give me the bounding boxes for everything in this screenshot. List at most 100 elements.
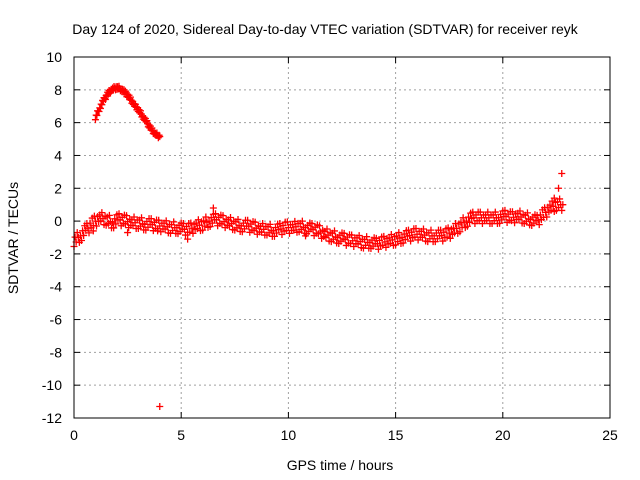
data-point [156, 133, 164, 141]
data-point [189, 229, 197, 237]
y-tick-label: 2 [54, 180, 62, 196]
data-point [126, 93, 134, 101]
data-point [443, 233, 451, 241]
data-point [199, 226, 207, 234]
data-point [330, 227, 338, 235]
data-point [136, 107, 144, 115]
data-point [138, 214, 146, 222]
data-point [115, 210, 123, 218]
y-tick-label: 0 [54, 213, 62, 229]
data-point [219, 212, 227, 220]
data-point [98, 101, 106, 109]
chart-title: Day 124 of 2020, Sidereal Day-to-day VTE… [72, 21, 578, 37]
data-point [550, 194, 558, 202]
data-point [105, 211, 113, 219]
data-point [543, 213, 551, 221]
data-point [123, 212, 131, 220]
data-point [96, 104, 104, 112]
data-point [101, 95, 109, 103]
data-point [234, 215, 242, 223]
data-point [266, 220, 274, 228]
data-point [80, 231, 88, 239]
data-point [89, 227, 97, 235]
y-tick-label: -2 [50, 246, 63, 262]
data-point [298, 217, 306, 225]
data-point [227, 214, 235, 222]
data-point [395, 229, 403, 237]
data-point [73, 229, 81, 237]
data-point [98, 209, 106, 217]
y-tick-label: 10 [46, 49, 62, 65]
y-tick-label: -6 [50, 312, 63, 328]
plot-frame [73, 56, 611, 419]
x-tick-label: 20 [495, 427, 511, 443]
data-point [244, 216, 252, 224]
data-point [302, 232, 310, 240]
data-point [251, 218, 259, 226]
data-point [155, 131, 163, 139]
data-point [535, 221, 543, 229]
x-tick-label: 0 [70, 427, 78, 443]
y-tick-label: 4 [54, 147, 62, 163]
y-tick-label: 8 [54, 82, 62, 98]
data-point [340, 229, 348, 237]
data-point [546, 201, 554, 209]
data-points [70, 82, 567, 411]
data-point [202, 213, 210, 221]
data-point [453, 224, 461, 232]
data-point [91, 116, 99, 124]
data-point [143, 117, 151, 125]
data-point [466, 218, 474, 226]
data-point [456, 228, 464, 236]
x-tick-label: 5 [177, 427, 185, 443]
data-point [170, 218, 178, 226]
data-point [516, 207, 524, 215]
data-point [363, 233, 371, 241]
data-point [556, 195, 564, 203]
data-point [464, 213, 472, 221]
grid [74, 57, 610, 418]
y-axis-label: SDTVAR / TECUs [5, 182, 21, 294]
x-tick-label: 25 [602, 427, 618, 443]
y-tick-label: 6 [54, 115, 62, 131]
data-point [85, 229, 93, 237]
x-tick-label: 15 [388, 427, 404, 443]
data-point [111, 215, 119, 223]
axis-ticks: 0 5 10 15 20 25 -12 -10 -8 -6 -4 -2 0 2 4 6 8 10 [42, 49, 618, 443]
y-tick-label: -8 [50, 344, 63, 360]
data-point [78, 237, 86, 245]
data-point [109, 219, 117, 227]
y-tick-label: -10 [42, 377, 62, 393]
data-point [559, 201, 567, 209]
data-point [95, 107, 103, 115]
data-point [558, 170, 566, 178]
data-point [209, 204, 217, 212]
data-point [147, 215, 155, 223]
data-point [124, 229, 132, 237]
data-point [186, 228, 194, 236]
data-point [491, 208, 499, 216]
data-point [523, 209, 531, 217]
data-point [355, 232, 363, 240]
data-point [154, 227, 162, 235]
data-point [156, 403, 164, 411]
data-point [135, 106, 143, 114]
x-axis-label: GPS time / hours [287, 457, 394, 473]
data-point [162, 217, 170, 225]
data-point [323, 225, 331, 233]
data-point [459, 214, 467, 222]
data-point [558, 206, 566, 214]
data-point [446, 234, 454, 242]
data-point [427, 226, 435, 234]
y-tick-label: -12 [42, 410, 62, 426]
data-point [501, 206, 509, 214]
data-point [462, 217, 470, 225]
y-tick-label: -4 [50, 279, 63, 295]
data-point [112, 220, 120, 228]
data-point [315, 222, 323, 230]
data-point [110, 224, 118, 232]
data-point [184, 235, 192, 243]
data-point [555, 184, 563, 192]
data-point [549, 202, 557, 210]
